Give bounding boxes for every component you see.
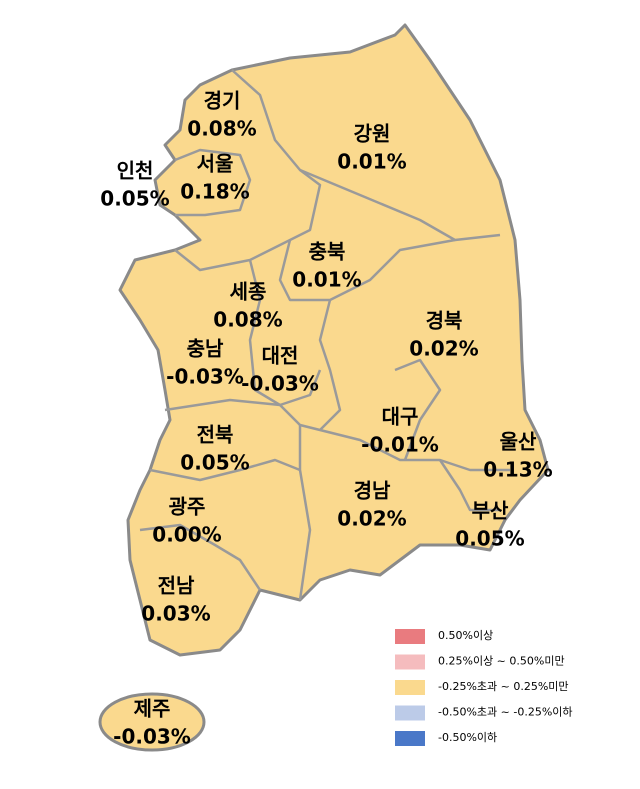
legend-label: 0.25%이상 ~ 0.50%미만 — [438, 655, 565, 668]
legend-label: 0.50%이상 — [438, 629, 493, 642]
jeju-island — [98, 692, 206, 752]
region-value: 0.01% — [292, 268, 361, 292]
region-value: -0.03% — [241, 372, 319, 396]
region-value: -0.03% — [113, 725, 191, 749]
region-name: 부산 — [472, 499, 509, 523]
region-value: 0.03% — [141, 602, 210, 626]
region-borders — [139, 69, 510, 601]
region-value: -0.03% — [166, 365, 244, 389]
region-value: -0.01% — [361, 433, 439, 457]
region-value: 0.01% — [337, 150, 406, 174]
region-value: 0.05% — [180, 451, 249, 475]
region-name: 경기 — [204, 89, 241, 113]
region-name: 광주 — [169, 495, 206, 519]
region-name: 인천 — [117, 159, 154, 183]
legend-swatch — [395, 680, 425, 695]
region-value: 0.18% — [180, 180, 249, 204]
region-name: 충북 — [309, 240, 346, 264]
region-value: 0.13% — [483, 458, 552, 482]
region-name: 대전 — [262, 344, 299, 368]
region-name: 충남 — [187, 337, 224, 361]
region-name: 경북 — [426, 309, 463, 333]
mainland — [118, 23, 550, 657]
legend-swatch — [395, 629, 425, 644]
region-name: 세종 — [230, 280, 267, 304]
region-name: 서울 — [197, 152, 234, 176]
region-value: 0.00% — [152, 523, 221, 547]
region-name: 전북 — [197, 423, 234, 447]
legend-swatch — [395, 654, 425, 670]
region-name: 울산 — [500, 430, 537, 454]
legend-label: -0.50%이하 — [438, 730, 497, 744]
region-name: 대구 — [382, 405, 419, 429]
region-name: 강원 — [354, 122, 391, 146]
region-name: 경남 — [354, 479, 391, 503]
region-value: 0.08% — [213, 308, 282, 332]
region-value: 0.05% — [100, 187, 169, 211]
legend-label: -0.25%초과 ~ 0.25%미만 — [438, 680, 569, 693]
legend-swatch — [395, 731, 425, 746]
region-value: 0.02% — [337, 507, 406, 531]
legend-label: -0.50%초과 ~ -0.25%이하 — [438, 705, 573, 719]
legend-swatch — [395, 705, 425, 721]
region-value: 0.05% — [455, 527, 524, 551]
region-value: 0.02% — [409, 337, 478, 361]
region-value: 0.08% — [187, 117, 256, 141]
region-name: 제주 — [134, 697, 171, 721]
region-name: 전남 — [158, 574, 195, 598]
